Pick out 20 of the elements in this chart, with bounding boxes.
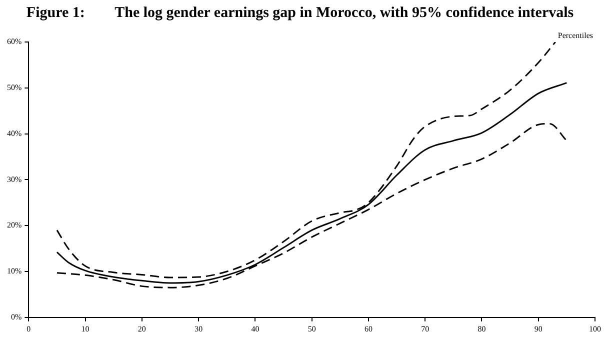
x-tick-label: 50 <box>308 324 316 334</box>
x-tick-label: 10 <box>81 324 90 334</box>
x-tick-label: 20 <box>138 324 146 334</box>
y-tick-label: 20% <box>6 220 22 230</box>
y-tick-label: 60% <box>6 37 22 46</box>
chart-title: Figure 1: The log gender earnings gap in Morocco, with 95% confidence intervals <box>26 4 574 21</box>
x-axis-title: Percentiles <box>558 31 593 40</box>
x-tick-label: 70 <box>421 324 430 334</box>
x-tick-label: 60 <box>364 324 372 334</box>
y-tick-label: 0% <box>10 312 22 322</box>
x-tick-label: 80 <box>478 324 486 334</box>
y-tick-label: 40% <box>6 128 22 138</box>
y-tick-label: 50% <box>6 82 22 92</box>
x-tick-label: 0 <box>26 324 31 334</box>
x-tick-label: 90 <box>534 324 542 334</box>
x-tick-label: 40 <box>251 324 260 334</box>
x-tick-label: 30 <box>194 324 203 334</box>
x-tick-label: 100 <box>589 324 601 334</box>
y-tick-label: 10% <box>6 266 22 276</box>
y-tick-label: 30% <box>6 174 22 184</box>
